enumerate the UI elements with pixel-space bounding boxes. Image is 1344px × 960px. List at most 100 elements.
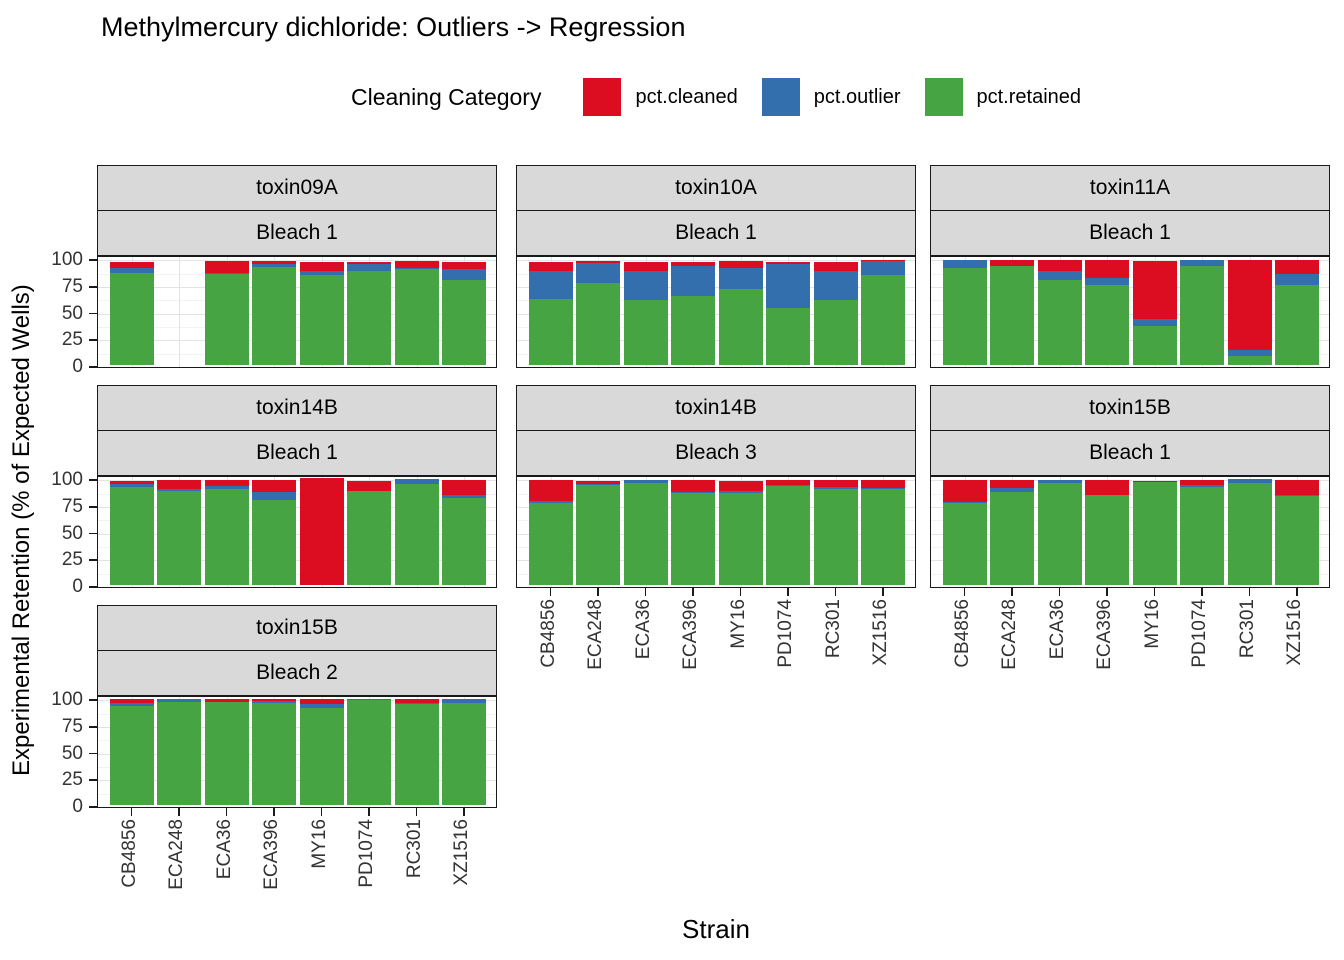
gridline-minor bbox=[517, 326, 915, 328]
gridline-minor bbox=[517, 520, 915, 522]
x-tick-label: CB4856 bbox=[951, 599, 973, 668]
bar-segment-retained bbox=[109, 486, 154, 585]
bar-ECA396 bbox=[252, 699, 297, 805]
bar-segment-outlier bbox=[109, 484, 154, 487]
gridline-major bbox=[931, 587, 1329, 588]
gridline-major bbox=[931, 480, 1329, 482]
bar-segment-retained bbox=[1085, 495, 1130, 585]
gridline-major bbox=[517, 533, 915, 535]
x-tick bbox=[549, 588, 552, 596]
bar-segment-cleaned bbox=[1227, 260, 1272, 351]
bar-segment-retained bbox=[347, 699, 392, 805]
bar-segment-outlier bbox=[204, 486, 249, 490]
bar-segment-cleaned bbox=[576, 480, 621, 485]
bar-segment-retained bbox=[942, 267, 987, 365]
x-tick bbox=[1248, 588, 1251, 596]
gridline-minor bbox=[931, 573, 1329, 575]
bar-segment-retained bbox=[299, 275, 344, 365]
bar-segment-cleaned bbox=[204, 260, 249, 274]
bar-segment-retained bbox=[442, 279, 487, 365]
x-tick-label: ECA396 bbox=[680, 599, 702, 670]
panel-plot-area bbox=[930, 256, 1330, 368]
gridline-major bbox=[98, 780, 496, 782]
bar-MY16 bbox=[1132, 480, 1177, 585]
bar-segment-retained bbox=[528, 502, 573, 585]
bar-segment-outlier bbox=[1180, 484, 1225, 487]
bar-segment-cleaned bbox=[299, 261, 344, 271]
bar-segment-outlier bbox=[861, 260, 906, 276]
x-axis-title: Strain bbox=[682, 914, 750, 944]
bar-segment-retained bbox=[442, 498, 487, 585]
bar-segment-outlier bbox=[109, 267, 154, 274]
bar-segment-outlier bbox=[813, 486, 858, 489]
gridline-major bbox=[98, 340, 496, 342]
bar-PD1074 bbox=[766, 261, 811, 365]
x-tick bbox=[225, 808, 228, 816]
gridline-major bbox=[931, 367, 1329, 368]
bar-segment-cleaned bbox=[942, 479, 987, 503]
bar-ECA248 bbox=[990, 259, 1035, 365]
legend-item-outlier: pct.outlier bbox=[761, 78, 901, 116]
outlier-swatch-icon bbox=[761, 78, 800, 116]
gridline-major bbox=[98, 533, 496, 535]
bar-segment-outlier bbox=[990, 265, 1035, 267]
x-tick-label: XZ1516 bbox=[451, 819, 473, 886]
bar-segment-cleaned bbox=[1180, 480, 1225, 485]
bar-segment-outlier bbox=[109, 702, 154, 706]
bar-PD1074 bbox=[347, 480, 392, 585]
bar-segment-cleaned bbox=[1085, 260, 1130, 278]
panel-plot-area bbox=[97, 696, 497, 808]
bar-ECA248 bbox=[157, 479, 202, 585]
bar-segment-outlier bbox=[204, 701, 249, 703]
gridline-minor bbox=[98, 573, 496, 575]
bar-segment-outlier bbox=[861, 488, 906, 489]
bar-segment-outlier bbox=[347, 263, 392, 272]
bar-segment-retained bbox=[766, 485, 811, 585]
bar-MY16 bbox=[718, 480, 763, 585]
x-tick-label: ECA36 bbox=[1046, 599, 1068, 660]
bar-segment-outlier bbox=[1227, 350, 1272, 357]
bar-segment-outlier bbox=[1275, 495, 1320, 496]
y-tick-label: 0 bbox=[72, 796, 83, 817]
gridline-minor bbox=[517, 493, 915, 495]
bar-segment-retained bbox=[157, 701, 202, 805]
bar-ECA36 bbox=[623, 480, 668, 585]
bar-segment-cleaned bbox=[1085, 480, 1130, 495]
bar-segment-retained bbox=[1085, 284, 1130, 365]
gridline-major bbox=[98, 726, 496, 728]
bar-segment-retained bbox=[623, 482, 668, 585]
panel-plot-area bbox=[516, 256, 916, 368]
legend-label-retained: pct.retained bbox=[976, 85, 1082, 108]
bar-segment-cleaned bbox=[1275, 480, 1320, 496]
bar-segment-retained bbox=[347, 491, 392, 585]
bar-segment-retained bbox=[813, 488, 858, 585]
bar-ECA396 bbox=[1085, 480, 1130, 585]
bar-segment-outlier bbox=[442, 268, 487, 280]
bar-segment-cleaned bbox=[528, 261, 573, 271]
gridline-minor bbox=[517, 273, 915, 275]
bar-segment-retained bbox=[394, 483, 439, 585]
bar-segment-outlier bbox=[576, 262, 621, 283]
gridline-major bbox=[517, 560, 915, 562]
bar-segment-retained bbox=[252, 267, 297, 365]
gridline-major bbox=[931, 260, 1329, 262]
facet-strip-toxin: toxin14B bbox=[97, 385, 497, 431]
y-tick bbox=[89, 366, 97, 368]
bar-segment-cleaned bbox=[204, 699, 249, 702]
bar-segment-retained bbox=[1180, 266, 1225, 365]
bar-CB4856 bbox=[528, 480, 573, 585]
chart-title: Methylmercury dichloride: Outliers -> Re… bbox=[101, 12, 686, 42]
x-tick-label: MY16 bbox=[1141, 599, 1163, 649]
bar-segment-outlier bbox=[299, 704, 344, 708]
legend-label-cleaned: pct.cleaned bbox=[635, 85, 738, 108]
bar-ECA36 bbox=[1037, 480, 1082, 585]
facet-strip-bleach: Bleach 1 bbox=[516, 210, 916, 256]
x-tick bbox=[882, 588, 884, 596]
bar-segment-retained bbox=[1037, 280, 1082, 365]
bar-segment-outlier bbox=[157, 699, 202, 702]
x-tick bbox=[1153, 588, 1156, 596]
facet-strip-bleach: Bleach 1 bbox=[930, 430, 1330, 476]
bar-segment-outlier bbox=[204, 273, 249, 274]
bar-segment-outlier bbox=[1227, 479, 1272, 483]
bar-segment-outlier bbox=[442, 699, 487, 703]
